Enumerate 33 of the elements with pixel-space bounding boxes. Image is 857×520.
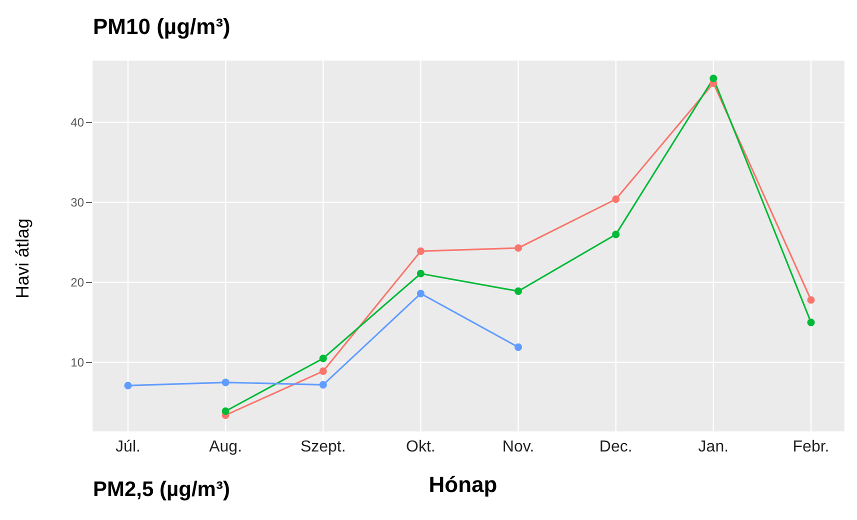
x-tick-label: Szept.	[300, 438, 346, 456]
point	[514, 287, 522, 295]
x-axis-title: Hónap	[428, 472, 498, 498]
point	[612, 195, 620, 203]
point	[222, 378, 230, 386]
y-axis-title: Havi átlag	[12, 218, 34, 298]
y-tick-label: 30	[70, 196, 84, 210]
point	[514, 244, 522, 252]
point	[807, 318, 815, 326]
point	[807, 296, 815, 304]
x-tick-label: Júl.	[116, 438, 140, 456]
point	[416, 247, 425, 255]
point	[222, 407, 230, 415]
chart-title: PM10 (µg/m³)	[93, 14, 230, 40]
text: PM2,5 (µg/m³)	[93, 478, 230, 502]
x-tick-label: Febr.	[792, 438, 830, 456]
point	[514, 343, 522, 351]
x-tick-label: Nov.	[502, 438, 534, 456]
x-tick-label: Okt.	[406, 438, 436, 456]
x-tick-label: Dec.	[599, 438, 632, 456]
y-tick-label: 40	[70, 116, 84, 130]
point	[416, 290, 425, 298]
y-tick-label: 20	[70, 276, 84, 290]
point	[319, 367, 327, 375]
point	[319, 381, 327, 389]
point	[319, 354, 327, 362]
y-tick-label: 10	[70, 356, 84, 370]
point	[416, 270, 425, 278]
point	[710, 74, 718, 82]
point	[124, 382, 132, 390]
point	[612, 230, 620, 238]
x-tick-label: Jan.	[698, 438, 729, 456]
x-tick-label: Aug.	[209, 438, 242, 456]
